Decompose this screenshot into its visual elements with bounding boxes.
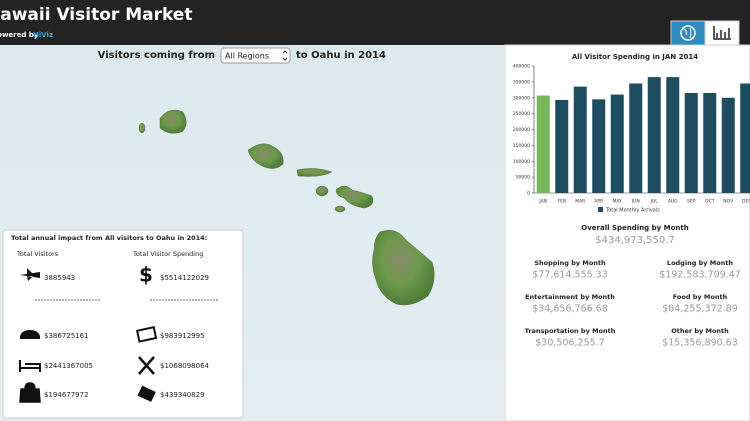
- bar: [703, 92, 717, 193]
- ticket-icon: [137, 385, 156, 402]
- bar: [610, 94, 624, 193]
- total-spending: $5514122029: [160, 274, 209, 282]
- x-tick-label: MAR: [575, 199, 585, 205]
- island: [334, 205, 346, 213]
- bar: [573, 86, 587, 193]
- x-tick-label: MAY: [613, 199, 623, 205]
- bar: [666, 77, 680, 193]
- button-bg[interactable]: [704, 20, 740, 46]
- island: [138, 122, 146, 134]
- bed-icon: [19, 360, 41, 372]
- spending-value: $192,583,709.47: [659, 270, 741, 281]
- x-tick-label: JAN: [538, 199, 547, 205]
- x-tick-label: SEP: [687, 199, 696, 205]
- impact-value: $1068098064: [160, 362, 210, 370]
- islands: [138, 109, 435, 306]
- y-tick-label: 400000: [513, 64, 530, 70]
- food-icon: [138, 356, 155, 375]
- select-value[interactable]: All Regions: [225, 52, 269, 61]
- x-tick-label: APR: [594, 199, 603, 205]
- card-icon: [135, 326, 158, 343]
- total-visitors: 3885943: [44, 274, 75, 282]
- y-tick-label: 250000: [513, 111, 530, 117]
- dollar-icon: $: [139, 263, 153, 287]
- impact-value: $194677972: [44, 391, 89, 399]
- spending-value: $30,506,255.7: [535, 338, 605, 349]
- y-tick-label: 300000: [513, 95, 530, 101]
- y-tick-label: 50000: [516, 175, 530, 181]
- brand: HiViz: [33, 31, 53, 39]
- spending-value: $77,614,555.33: [532, 270, 608, 281]
- island: [315, 185, 329, 197]
- bar: [592, 99, 606, 193]
- bar: [684, 92, 698, 193]
- spending-label: Food by Month: [673, 293, 728, 301]
- chart-icon: [713, 26, 731, 40]
- app-title: Hawaii Visitor Market: [0, 5, 192, 25]
- chart-view-button[interactable]: [704, 20, 740, 46]
- plane-icon: [20, 268, 40, 281]
- map-title: Visitors coming from: [98, 50, 215, 61]
- column-label: Total Visitor Spending: [132, 250, 203, 258]
- bar: [555, 99, 569, 193]
- bar: [629, 83, 643, 193]
- car-icon: [20, 330, 40, 339]
- overall-label: Overall Spending by Month: [581, 224, 688, 232]
- spending-label: Other by Month: [671, 327, 729, 335]
- spending-label: Transportation by Month: [525, 327, 616, 335]
- impact-panel: [2, 229, 244, 419]
- spending-label: Shopping by Month: [534, 259, 606, 267]
- x-tick-label: DEC: [742, 199, 750, 205]
- chart-title: All Visitor Spending in JAN 2014: [572, 53, 698, 61]
- x-tick-label: JUL: [650, 199, 659, 205]
- select-box[interactable]: [220, 47, 291, 64]
- spending-value: $15,356,890.63: [662, 338, 738, 349]
- powered-by: Powered by: [0, 31, 39, 39]
- y-tick-label: 200000: [513, 127, 530, 133]
- bar: [721, 97, 735, 193]
- spending-value: $34,656,766.68: [532, 304, 608, 315]
- spending-label: Lodging by Month: [667, 259, 734, 267]
- column-label: Total Visitors: [16, 250, 59, 258]
- overall-value: $434,973,550.7: [595, 235, 675, 246]
- impact-title: Total annual impact from All visitors to…: [11, 234, 207, 242]
- island: [247, 143, 284, 169]
- globe-icon: [683, 27, 692, 39]
- island: [159, 109, 187, 134]
- legend-label: Total Monthly Arrivals: [605, 208, 660, 214]
- button-bg[interactable]: [670, 20, 706, 46]
- map-view-button[interactable]: [670, 20, 706, 46]
- spending-value: $84,255,372.89: [662, 304, 738, 315]
- y-tick-label: 0: [527, 191, 530, 197]
- map-title: to Oahu in 2014: [296, 50, 386, 61]
- x-tick-label: JUN: [631, 199, 640, 205]
- legend-swatch: [598, 207, 603, 212]
- region-select[interactable]: All Regions: [220, 47, 291, 64]
- x-tick-label: FEB: [557, 199, 566, 205]
- impact-value: $439340829: [160, 391, 205, 399]
- impact-value: $983912995: [160, 332, 205, 340]
- x-tick-label: OCT: [705, 199, 715, 205]
- island: [335, 185, 374, 209]
- spending-label: Entertainment by Month: [525, 293, 615, 301]
- globe-icon: [680, 25, 696, 41]
- impact-value: $2441367005: [44, 362, 93, 370]
- x-tick-label: AUG: [668, 199, 678, 205]
- bar: [740, 83, 750, 193]
- y-tick-label: 150000: [513, 143, 530, 149]
- impact-value: $386725161: [44, 332, 89, 340]
- island: [372, 230, 435, 306]
- header-bar: [0, 0, 750, 45]
- bar: [536, 95, 550, 193]
- y-tick-label: 350000: [513, 79, 530, 85]
- bag-icon: [19, 382, 41, 403]
- island: [296, 168, 333, 177]
- select-arrow: [282, 50, 288, 61]
- y-tick-label: 100000: [513, 159, 530, 165]
- x-tick-label: NOV: [723, 199, 734, 205]
- bar: [647, 77, 661, 193]
